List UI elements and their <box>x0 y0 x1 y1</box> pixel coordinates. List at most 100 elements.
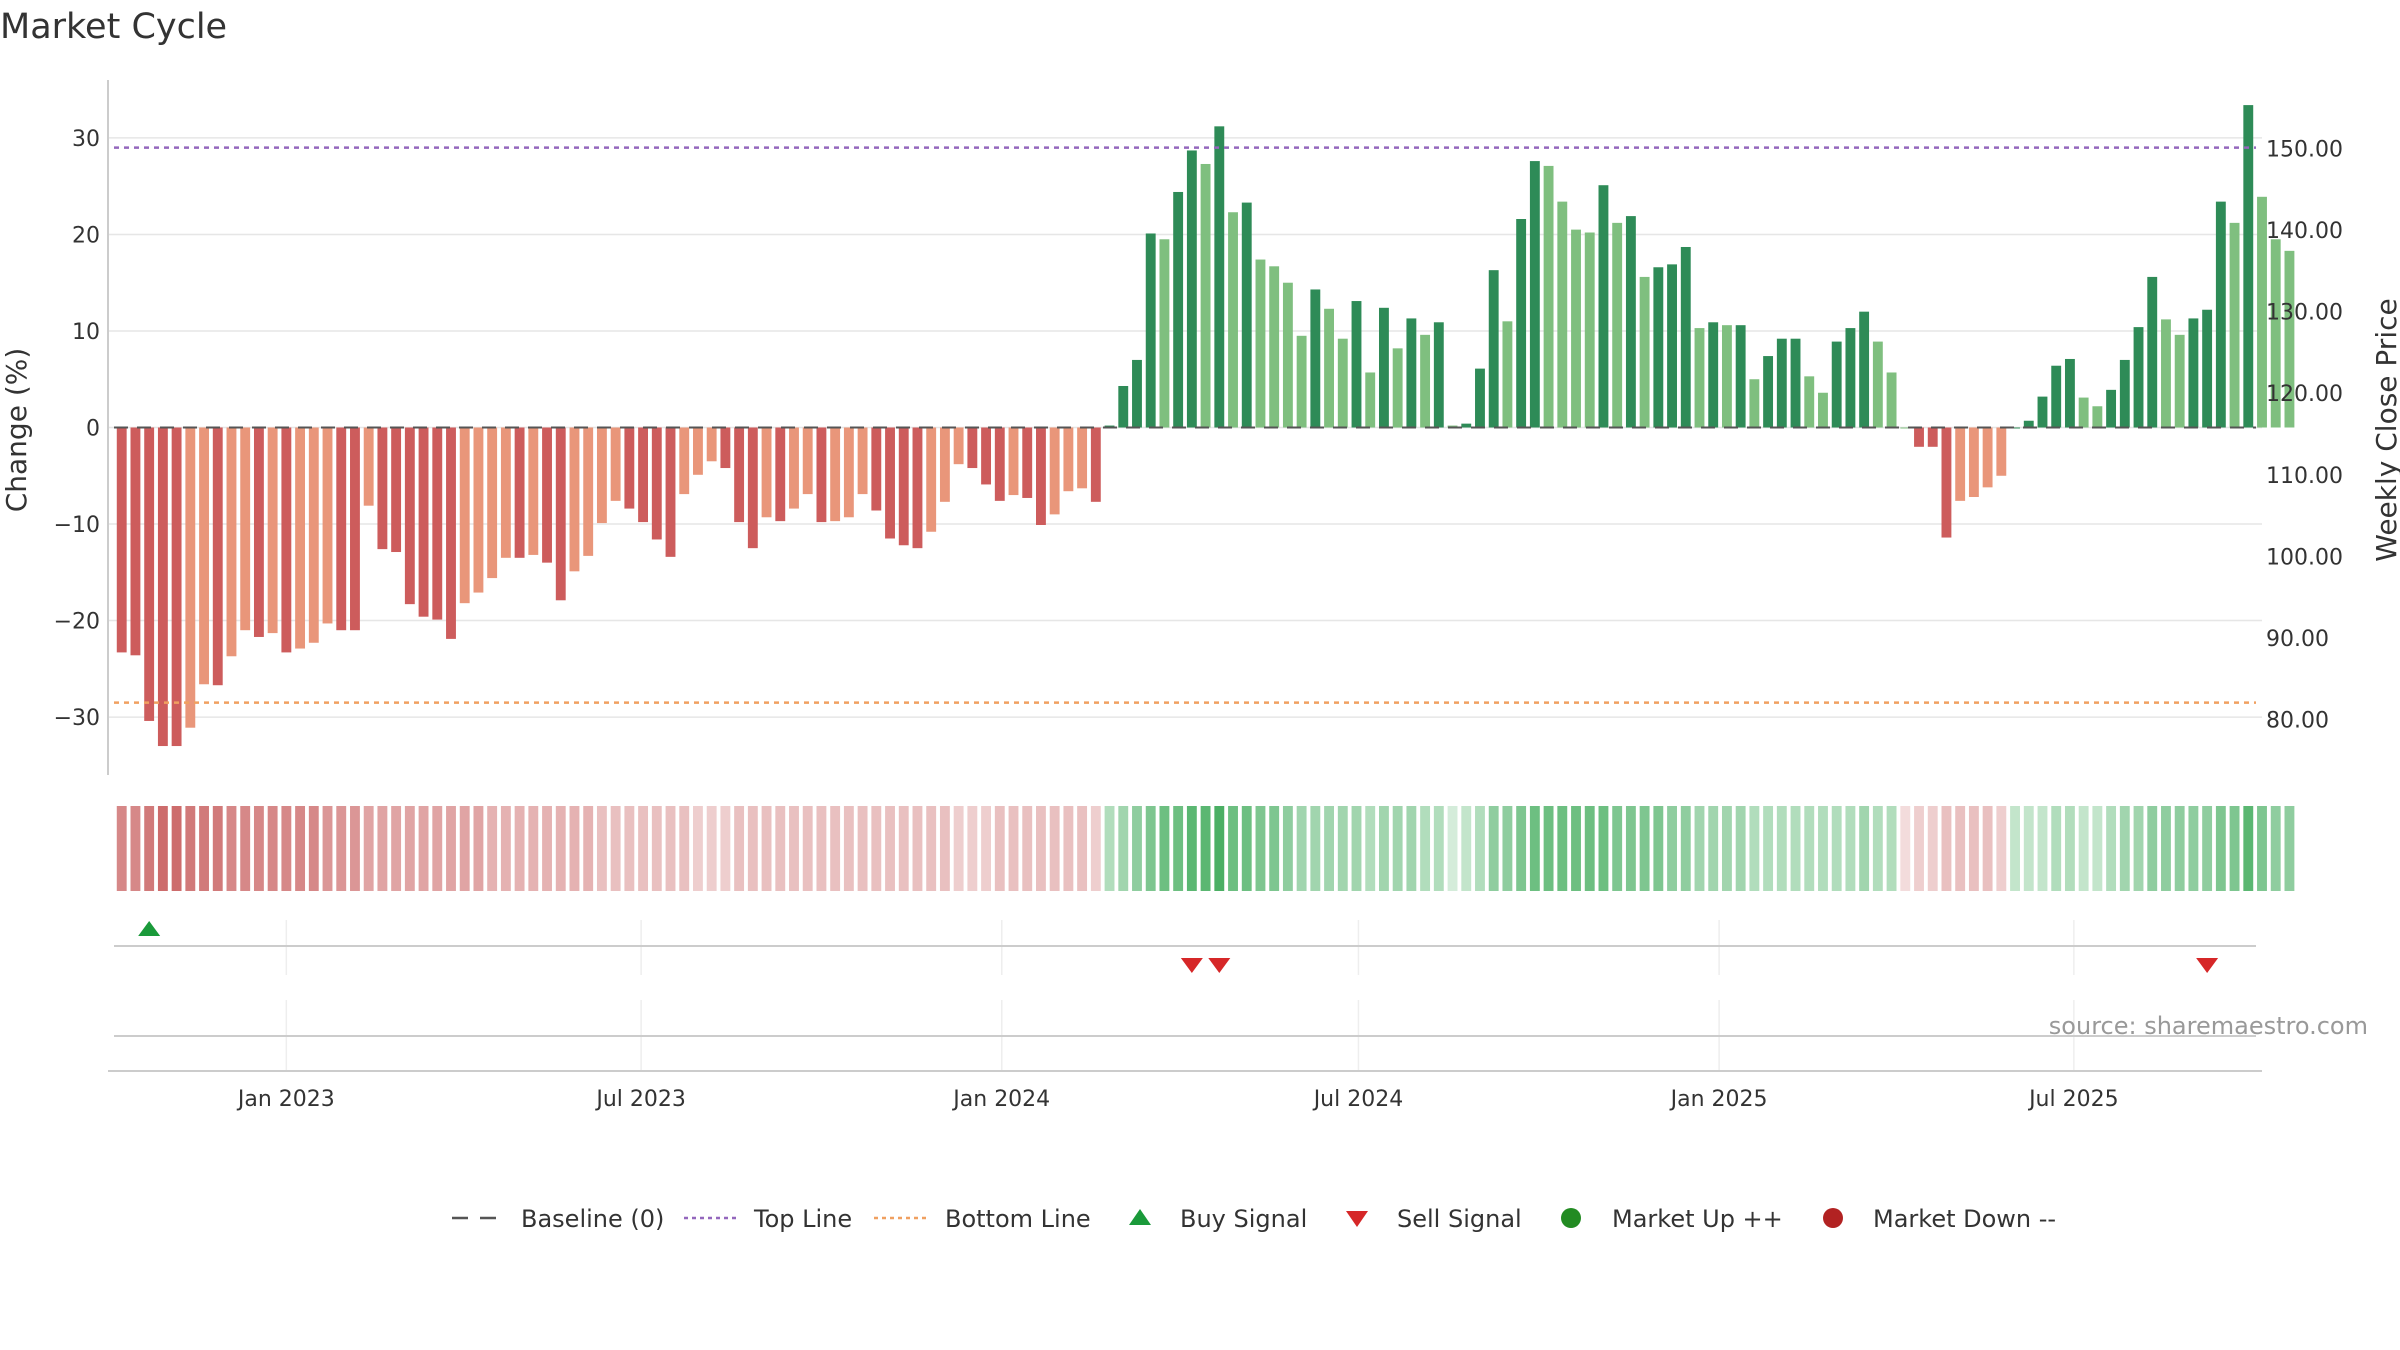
bar <box>2051 365 2062 428</box>
band-cell <box>1612 806 1623 891</box>
band-cell <box>679 806 690 891</box>
bar <box>1228 212 1238 428</box>
bar <box>432 427 443 620</box>
band-cell <box>1392 806 1403 891</box>
band-cell <box>391 806 402 891</box>
bar <box>693 427 703 475</box>
bars-series <box>116 105 2295 747</box>
bar <box>981 427 992 485</box>
bar <box>1914 427 1924 447</box>
bar <box>281 427 292 653</box>
band-cell <box>1077 806 1088 891</box>
bar <box>2161 319 2171 428</box>
bar <box>1557 201 1568 428</box>
band-cell <box>1337 806 1348 891</box>
reference-lines <box>114 146 2256 704</box>
band-cell <box>939 806 950 891</box>
bar <box>473 427 484 593</box>
bar <box>1845 328 1856 428</box>
bar <box>2243 105 2254 428</box>
bar <box>2078 397 2089 428</box>
band-cell <box>473 806 484 891</box>
band-cell <box>1008 806 1019 891</box>
band-cell <box>1090 806 1101 891</box>
bar <box>528 427 539 555</box>
bar <box>1378 307 1389 428</box>
bar <box>679 427 690 495</box>
bar <box>912 427 923 549</box>
bar <box>418 427 429 617</box>
band-cell <box>1420 806 1431 891</box>
band-cell <box>624 806 635 891</box>
band-cell <box>1859 806 1870 891</box>
band-cell <box>857 806 868 891</box>
bar <box>1886 372 1897 428</box>
legend-marker-buy <box>1129 1209 1151 1225</box>
band-cell <box>981 806 992 891</box>
band-cell <box>1667 806 1677 891</box>
band-cell <box>747 806 758 891</box>
band-cell <box>1296 806 1307 891</box>
bar <box>253 427 264 637</box>
band-cell <box>830 806 841 891</box>
band-cell <box>2174 806 2185 891</box>
y2-tick-label: 130.00 <box>2266 301 2343 326</box>
band-cell <box>500 806 511 891</box>
band-cell <box>1735 806 1746 891</box>
band-cell <box>514 806 525 891</box>
band-cell <box>2161 806 2171 891</box>
band-cell <box>1159 806 1170 891</box>
band-cell <box>1282 806 1293 891</box>
band-cell <box>843 806 854 891</box>
bar <box>569 427 580 572</box>
bar <box>2188 318 2199 428</box>
band-cell <box>2010 806 2020 891</box>
x-tick-label: Jul 2025 <box>2027 1087 2119 1112</box>
bar <box>1996 427 2007 476</box>
band-cell <box>240 806 251 891</box>
sell-signal-marker <box>2196 958 2219 973</box>
bar <box>2010 427 2020 429</box>
band-cell <box>1200 806 1211 891</box>
band-cell <box>706 806 717 891</box>
bar <box>953 427 964 465</box>
band-cell <box>1063 806 1074 891</box>
bar <box>1063 427 1074 492</box>
bar <box>336 427 347 631</box>
band-cell <box>953 806 964 891</box>
band-cell <box>459 806 470 891</box>
band-cell <box>1104 806 1115 891</box>
bar <box>1433 322 1444 428</box>
bar <box>1406 318 1417 428</box>
band-cell <box>212 806 223 891</box>
bar <box>638 427 649 523</box>
bar <box>1749 379 1760 428</box>
band-cell <box>1831 806 1842 891</box>
band-cell <box>2106 806 2117 891</box>
band-cell <box>1475 806 1485 891</box>
bar <box>1735 325 1746 428</box>
y2-tick-label: 140.00 <box>2266 219 2343 244</box>
band-cell <box>487 806 498 891</box>
legend-label: Top Line <box>753 1205 852 1233</box>
bar <box>308 427 319 643</box>
band-cell <box>1639 806 1650 891</box>
bar <box>1173 191 1184 428</box>
bar <box>939 427 950 502</box>
band-cell <box>185 806 196 891</box>
band-cell <box>1598 806 1609 891</box>
band-cell <box>226 806 237 891</box>
bar <box>1077 427 1088 489</box>
bar <box>1351 301 1362 428</box>
band-cell <box>967 806 978 891</box>
band-cell <box>1845 806 1856 891</box>
bar <box>446 427 456 639</box>
bar <box>1941 427 1952 538</box>
band-cell <box>2270 806 2281 891</box>
band-cell <box>1625 806 1636 891</box>
bar <box>802 427 813 495</box>
x-tick-label: Jan 2024 <box>951 1087 1050 1112</box>
band-cell <box>1571 806 1581 891</box>
bar <box>542 427 552 563</box>
band-cell <box>1022 806 1033 891</box>
